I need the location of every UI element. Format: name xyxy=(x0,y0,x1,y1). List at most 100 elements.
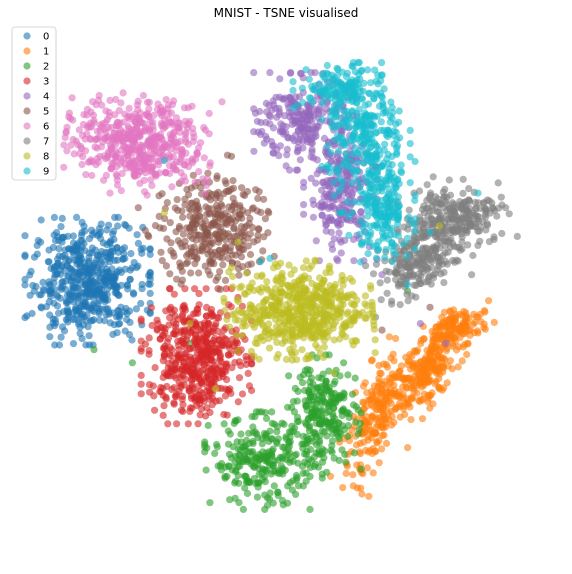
scatter-point xyxy=(290,137,298,145)
scatter-point xyxy=(458,311,466,320)
scatter-point xyxy=(470,212,478,220)
scatter-point xyxy=(435,374,443,383)
scatter-point xyxy=(379,416,387,424)
scatter-point xyxy=(247,284,255,292)
scatter-point xyxy=(404,297,412,305)
scatter-point xyxy=(384,126,392,134)
scatter-point xyxy=(97,234,105,243)
scatter-point xyxy=(330,192,338,200)
scatter-point xyxy=(249,437,257,445)
scatter-point xyxy=(176,259,184,267)
scatter-point xyxy=(323,287,331,295)
scatter-point xyxy=(253,493,261,501)
scatter-point xyxy=(237,210,245,218)
scatter-point xyxy=(406,179,414,187)
scatter-point xyxy=(371,349,379,357)
scatter-point xyxy=(180,330,188,338)
scatter-point xyxy=(99,120,107,128)
scatter-point xyxy=(164,115,172,123)
scatter-point xyxy=(93,256,101,264)
scatter-point xyxy=(61,133,69,141)
scatter-point xyxy=(307,153,315,161)
scatter-point xyxy=(407,219,415,227)
scatter-point xyxy=(440,268,448,276)
scatter-point xyxy=(376,216,384,224)
scatter-point xyxy=(375,459,383,467)
scatter-point xyxy=(307,445,315,454)
scatter-point xyxy=(300,130,308,139)
scatter-point xyxy=(136,179,144,187)
scatter-point xyxy=(158,144,167,152)
scatter-point xyxy=(363,302,371,310)
scatter-point xyxy=(286,299,294,307)
scatter-point xyxy=(191,285,199,293)
scatter-point xyxy=(58,214,66,222)
scatter-point xyxy=(323,432,331,440)
scatter-point xyxy=(183,252,191,260)
scatter-point xyxy=(310,319,318,327)
scatter-point xyxy=(357,67,365,75)
scatter-point xyxy=(143,151,151,159)
scatter-point xyxy=(313,433,321,441)
scatter-point xyxy=(481,325,489,333)
scatter-point xyxy=(81,247,89,255)
scatter-point xyxy=(134,204,142,212)
scatter-point xyxy=(57,223,65,231)
scatter-point xyxy=(490,233,498,241)
scatter-point xyxy=(305,455,313,463)
scatter-point xyxy=(157,134,165,142)
scatter-point xyxy=(307,112,315,120)
scatter-point xyxy=(259,247,267,255)
scatter-point xyxy=(127,250,135,258)
scatter-point xyxy=(227,389,235,397)
scatter-point xyxy=(326,387,334,395)
scatter-point xyxy=(462,205,470,213)
scatter-point xyxy=(253,454,261,462)
scatter-point xyxy=(410,234,419,242)
scatter-point xyxy=(262,432,270,440)
scatter-point xyxy=(436,385,444,393)
scatter-point xyxy=(340,359,348,367)
scatter-point xyxy=(416,358,425,366)
scatter-point xyxy=(234,398,242,406)
scatter-point xyxy=(349,471,357,479)
scatter-point xyxy=(443,379,451,387)
scatter-point xyxy=(434,253,442,262)
scatter-point xyxy=(361,113,369,121)
scatter-point xyxy=(181,201,189,209)
scatter-point xyxy=(305,125,313,133)
scatter-point xyxy=(228,251,236,259)
scatter-point xyxy=(69,340,78,348)
scatter-point xyxy=(472,205,480,213)
scatter-point xyxy=(184,104,192,112)
scatter-point xyxy=(121,327,129,335)
scatter-point xyxy=(294,459,302,467)
scatter-point xyxy=(368,413,376,421)
scatter-point xyxy=(21,281,29,289)
scatter-point xyxy=(236,204,244,212)
scatter-point xyxy=(341,322,349,330)
scatter-point xyxy=(251,428,259,436)
scatter-point xyxy=(161,328,169,336)
scatter-point xyxy=(69,232,77,240)
scatter-point xyxy=(392,276,400,284)
scatter-point xyxy=(254,231,262,239)
scatter-point xyxy=(382,439,391,447)
scatter-point xyxy=(377,296,385,304)
scatter-point xyxy=(110,227,118,235)
scatter-point xyxy=(136,116,144,125)
scatter-point xyxy=(174,337,182,345)
scatter-point xyxy=(109,159,118,168)
scatter-point xyxy=(222,219,230,227)
scatter-point xyxy=(63,307,71,315)
scatter-point xyxy=(272,93,280,101)
scatter-point xyxy=(367,120,375,128)
scatter-point xyxy=(168,357,177,365)
series-5 xyxy=(134,151,434,334)
scatter-point xyxy=(368,167,376,176)
scatter-point xyxy=(280,95,288,103)
scatter-point xyxy=(411,245,419,253)
scatter-point xyxy=(279,470,287,478)
scatter-point xyxy=(145,381,154,389)
legend-marker xyxy=(23,92,31,100)
